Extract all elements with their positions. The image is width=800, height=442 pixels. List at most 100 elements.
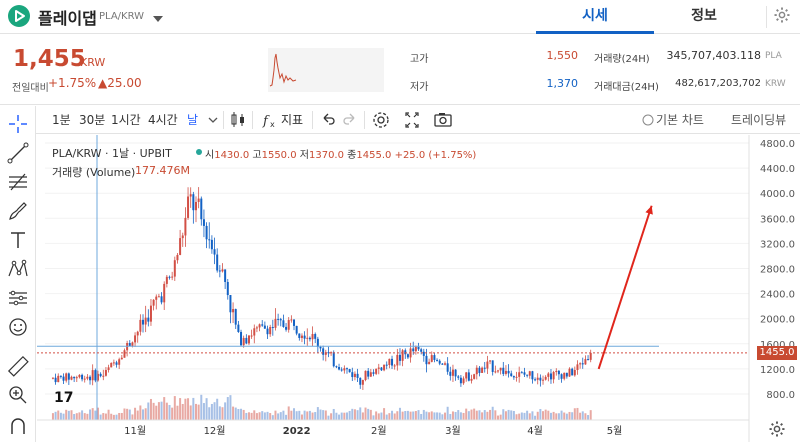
candle-body	[194, 201, 197, 211]
candle-body	[457, 376, 460, 378]
candle-body	[200, 198, 203, 220]
chevron-down-icon[interactable]	[152, 9, 164, 28]
fullscreen-icon[interactable]	[404, 106, 420, 134]
x-tick-label: 4월	[527, 425, 543, 437]
candle-body	[441, 363, 444, 365]
basic-chart-label[interactable]: 기본 차트	[656, 113, 704, 127]
volume-bar	[451, 411, 454, 420]
text-icon[interactable]	[6, 228, 30, 252]
candle-body	[75, 377, 78, 379]
zoom-icon[interactable]	[6, 383, 30, 407]
interval-1h[interactable]: 1시간	[111, 113, 141, 127]
volume-bar	[176, 405, 179, 420]
candle-body	[396, 354, 399, 366]
volume-bar	[534, 415, 537, 420]
candle-body	[118, 359, 121, 365]
volume-bar	[102, 413, 105, 420]
volume-bar	[91, 408, 94, 420]
redo-icon[interactable]	[342, 106, 358, 134]
candle-body	[335, 366, 338, 368]
volume-bar	[531, 411, 534, 420]
candle-body	[218, 270, 221, 272]
trendline-icon[interactable]	[6, 141, 30, 165]
volume-bar	[375, 411, 378, 420]
gear-icon[interactable]	[372, 106, 390, 134]
interval-4h[interactable]: 4시간	[148, 113, 178, 127]
toolbar-divider	[223, 111, 224, 129]
candle-body	[261, 324, 264, 326]
close-label: 종	[347, 150, 357, 161]
fib-icon[interactable]	[6, 170, 30, 194]
chevron-down-icon[interactable]	[208, 106, 218, 134]
candlestick-chart[interactable]: 800.0 1200.0 1600.0 2000.0 2400.0 2800.0 3200.…	[37, 135, 800, 442]
candle-body	[565, 372, 568, 377]
volume-label: 거래량(24H)	[594, 54, 650, 65]
candle-body	[552, 372, 555, 380]
volume-bar	[319, 409, 322, 420]
volume-bar	[340, 412, 343, 420]
volume-bar	[298, 410, 301, 420]
candle-body	[142, 319, 145, 325]
undo-icon[interactable]	[320, 106, 336, 134]
volume-bar	[470, 409, 473, 420]
volume-bar	[99, 414, 102, 420]
magnet-icon[interactable]	[6, 414, 30, 438]
candle-body	[213, 249, 216, 255]
volume-bar	[436, 412, 439, 420]
brush-icon[interactable]	[6, 199, 30, 223]
candle-body	[197, 198, 200, 202]
volume-bar	[568, 411, 571, 420]
volume-bar	[96, 407, 99, 420]
basic-chart-radio-icon[interactable]	[642, 106, 654, 134]
candle-body	[258, 324, 261, 328]
candle-body	[165, 276, 168, 284]
volume-bar	[486, 411, 489, 420]
svg-text:x: x	[270, 120, 275, 129]
tab-quote[interactable]: 시세	[536, 0, 654, 34]
crosshair-icon[interactable]	[6, 112, 30, 136]
volume-bar	[86, 413, 89, 420]
candle-body	[345, 368, 348, 370]
interval-30m[interactable]: 30분	[79, 113, 106, 127]
candle-body	[528, 371, 531, 376]
emoji-icon[interactable]	[6, 315, 30, 339]
measure-icon[interactable]	[6, 286, 30, 310]
candle-body	[406, 354, 409, 358]
volume-bar	[504, 411, 507, 420]
coin-name[interactable]: 플레이댑	[38, 9, 97, 28]
gear-icon[interactable]	[768, 420, 786, 438]
volume-bar	[134, 407, 137, 420]
candle-body	[356, 373, 359, 378]
tab-info[interactable]: 정보	[691, 8, 717, 24]
candle-body	[287, 320, 290, 330]
candle-body	[587, 359, 590, 361]
candlestick-icon[interactable]	[230, 106, 246, 134]
gear-icon[interactable]	[766, 6, 790, 28]
volume-bar	[353, 409, 356, 420]
last-price-tag: 1455.0	[757, 346, 797, 360]
interval-day[interactable]: 날	[187, 113, 199, 127]
indicator-label[interactable]: 지표	[281, 113, 304, 127]
tradingview-label[interactable]: 트레이딩뷰	[731, 113, 787, 127]
volume-bar	[224, 402, 227, 420]
y-axis-panel	[749, 135, 800, 442]
volume-bar	[438, 412, 441, 420]
candle-body	[176, 254, 179, 261]
candle-body	[534, 379, 537, 381]
candle-body	[181, 235, 184, 239]
volume-bar	[552, 411, 555, 420]
volume-bar	[441, 414, 444, 420]
candle-body	[322, 348, 325, 355]
candle-body	[462, 378, 465, 384]
pattern-icon[interactable]	[6, 257, 30, 281]
candle-body	[555, 370, 558, 373]
camera-icon[interactable]	[434, 106, 452, 134]
candle-body	[107, 367, 110, 371]
ruler-icon[interactable]	[6, 354, 30, 378]
interval-1m[interactable]: 1분	[52, 113, 71, 127]
candle-body	[192, 194, 195, 211]
volume-bar	[271, 415, 274, 420]
y-tick-label: 4400.0	[760, 164, 795, 175]
candle-body	[470, 378, 473, 381]
